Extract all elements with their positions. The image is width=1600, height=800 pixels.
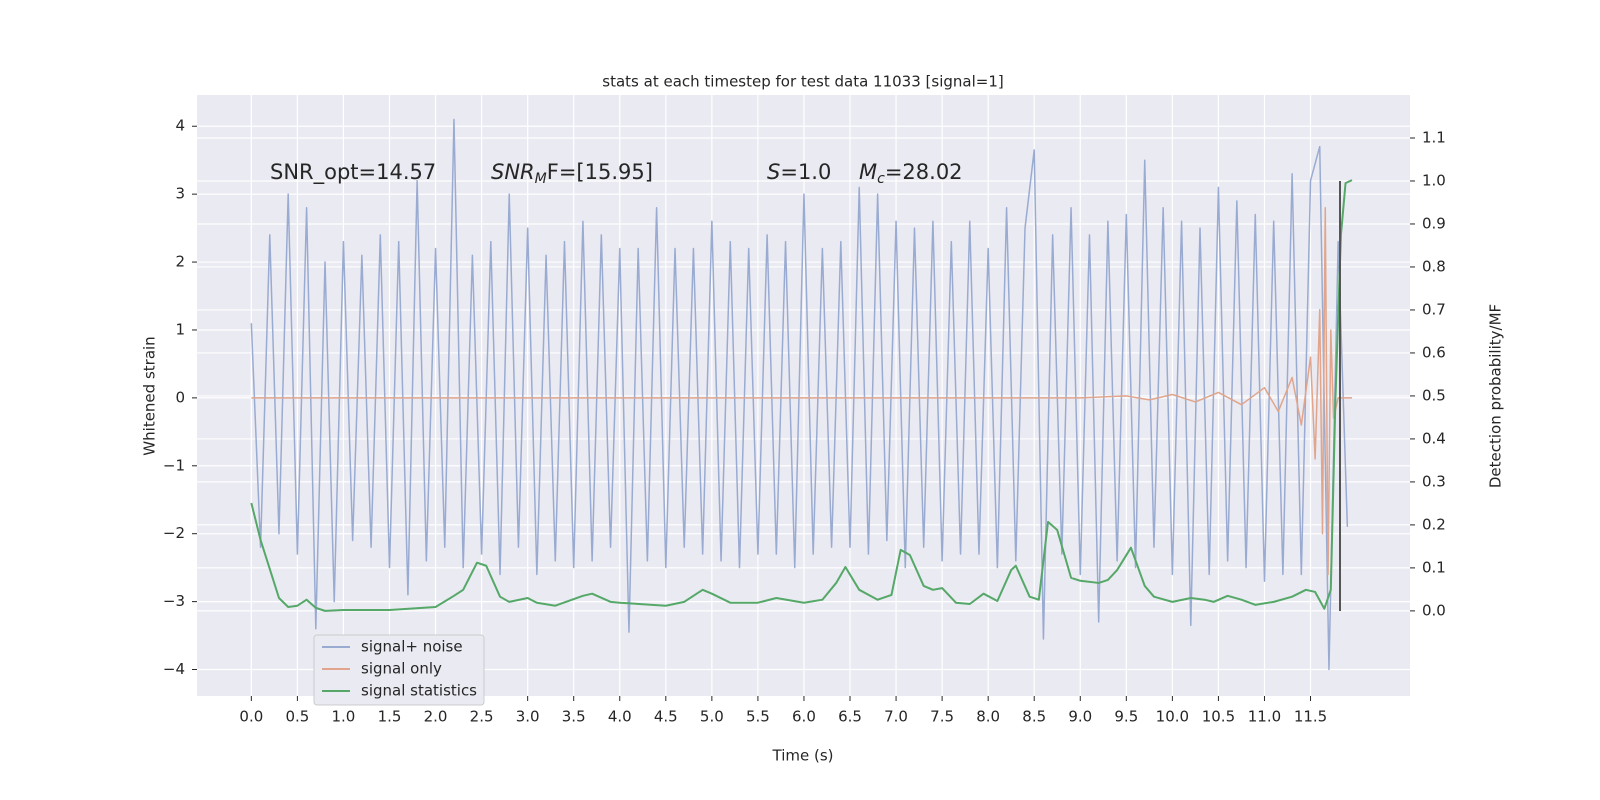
- x-tick-label: 9.5: [1114, 708, 1138, 726]
- annotation-main: SNR: [491, 160, 535, 184]
- y2-tick-label: 0.0: [1422, 601, 1446, 619]
- y-tick-label: 1: [175, 320, 185, 338]
- series-line: [251, 206, 1352, 576]
- annotation-sub: c: [877, 171, 885, 187]
- y-tick-label: −2: [163, 524, 185, 542]
- annotation-rest: F=[15.95]: [547, 160, 653, 184]
- annotation: SNRMF=[15.95]: [491, 160, 653, 187]
- x-tick-label: 6.0: [792, 708, 816, 726]
- y-tick-label: −4: [163, 660, 185, 678]
- x-axis-label: Time (s): [772, 747, 834, 765]
- x-tick-label: 2.5: [470, 708, 494, 726]
- annotation-main: M: [859, 160, 877, 184]
- y2-tick-label: 0.9: [1422, 214, 1446, 232]
- legend-label: signal only: [361, 660, 442, 678]
- x-tick-label: 9.0: [1068, 708, 1092, 726]
- x-tick-label: 11.0: [1248, 708, 1281, 726]
- y2-axis-label: Detection probability/MF: [1487, 304, 1505, 488]
- annotation-rest: =28.02: [885, 160, 963, 184]
- annotation-rest: =1.0: [780, 160, 831, 184]
- x-tick-label: 8.0: [976, 708, 1000, 726]
- annotation-sub: M: [535, 171, 547, 187]
- series-line: [250, 179, 1353, 612]
- x-tick-label: 4.0: [608, 708, 632, 726]
- y-tick-label: 2: [175, 253, 185, 271]
- y2-tick-label: 1.1: [1422, 128, 1446, 146]
- y2-tick-label: 0.3: [1422, 472, 1446, 490]
- chart-title: stats at each timestep for test data 110…: [602, 73, 1003, 91]
- x-tick-label: 0.0: [239, 708, 263, 726]
- x-tick-label: 5.5: [746, 708, 770, 726]
- y2-tick-label: 0.1: [1422, 558, 1446, 576]
- y-tick-label: 0: [175, 388, 185, 406]
- x-tick-label: 5.0: [700, 708, 724, 726]
- y2-tick-label: 1.0: [1422, 171, 1446, 189]
- y2-tick-label: 0.2: [1422, 515, 1446, 533]
- y-tick-label: 3: [175, 185, 185, 203]
- x-tick-label: 2.0: [424, 708, 448, 726]
- y-tick-label: −3: [163, 592, 185, 610]
- annotation-main: S: [767, 160, 780, 184]
- y-tick-label: −1: [163, 456, 185, 474]
- annotation: Mc=28.02: [859, 160, 963, 187]
- y2-tick-label: 0.6: [1422, 343, 1446, 361]
- x-tick-label: 3.5: [562, 708, 586, 726]
- annotation: S=1.0: [767, 160, 831, 184]
- x-tick-label: 3.0: [516, 708, 540, 726]
- legend-box: [313, 634, 485, 706]
- y2-tick-label: 0.4: [1422, 429, 1446, 447]
- x-tick-label: 4.5: [654, 708, 678, 726]
- x-tick-label: 0.5: [285, 708, 309, 726]
- x-tick-label: 10.0: [1156, 708, 1189, 726]
- y-axis-label: Whitened strain: [141, 336, 159, 455]
- legend-label: signal statistics: [361, 682, 477, 700]
- y2-tick-label: 0.5: [1422, 386, 1446, 404]
- annotation: SNR_opt=14.57: [270, 160, 436, 185]
- x-tick-label: 1.5: [378, 708, 402, 726]
- x-tick-label: 6.5: [838, 708, 862, 726]
- x-tick-label: 7.5: [930, 708, 954, 726]
- y2-tick-label: 0.7: [1422, 300, 1446, 318]
- legend-label: signal+ noise: [361, 638, 463, 656]
- x-tick-label: 1.0: [332, 708, 356, 726]
- y2-tick-label: 0.8: [1422, 257, 1446, 275]
- annotation-main: SNR_opt=14.57: [270, 160, 436, 185]
- x-tick-label: 7.0: [884, 708, 908, 726]
- series-line: [250, 118, 1349, 671]
- x-tick-label: 11.5: [1294, 708, 1327, 726]
- y-tick-label: 4: [175, 117, 185, 135]
- x-tick-label: 8.5: [1022, 708, 1046, 726]
- x-tick-label: 10.5: [1202, 708, 1235, 726]
